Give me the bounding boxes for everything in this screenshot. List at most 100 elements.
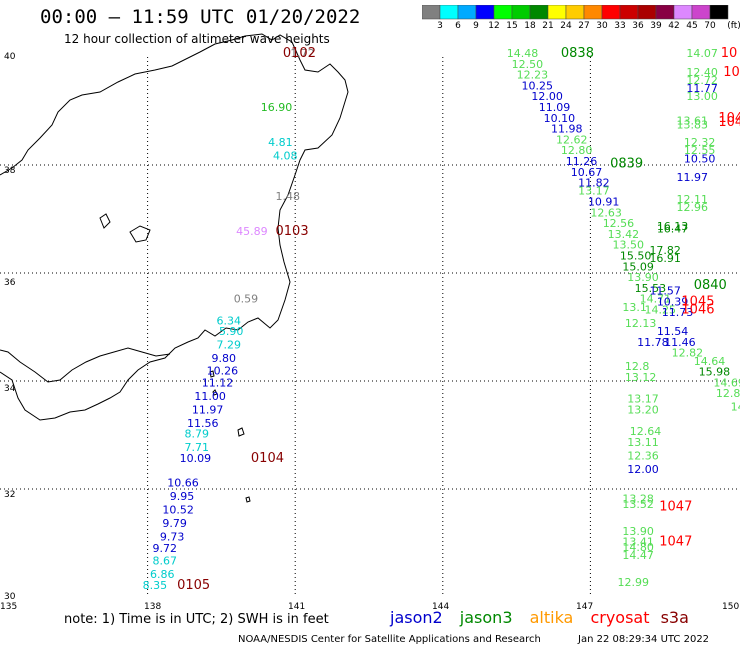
wave-height-label: 12.8 [716, 387, 740, 400]
wave-height-label: 10.91 [588, 196, 620, 209]
footer-timestamp: Jan 22 08:29:34 UTC 2022 [578, 634, 710, 645]
wave-height-label: 14.48 [507, 47, 539, 60]
wave-height-label: 0.59 [234, 293, 259, 306]
y-tick-40: 40 [4, 52, 16, 62]
x-tick-147: 147 [576, 602, 594, 612]
pass-time-label: 104 [718, 111, 740, 126]
sat-jason2: jason2 [390, 608, 443, 627]
wave-height-label: 4.81 [268, 136, 293, 149]
legend-tick-label: 30 [596, 21, 608, 31]
y-tick-34: 34 [4, 384, 16, 394]
wave-height-label: 11.97 [192, 403, 224, 416]
wave-height-label: 11.77 [686, 82, 718, 95]
wave-height-label: 13.50 [613, 239, 645, 252]
wave-height-label: 13.41 [622, 536, 654, 549]
legend-tick-label: 15 [506, 21, 518, 31]
coastline [0, 33, 349, 503]
noto-peninsula [129, 225, 151, 243]
wave-height-label: 10.66 [167, 476, 199, 489]
x-tick-141: 141 [288, 602, 306, 612]
wave-height-label: 11.82 [578, 177, 610, 190]
sat-altika: altika [529, 608, 574, 627]
wave-height-label: 14.07 [686, 47, 718, 60]
legend-tick-label: 9 [473, 21, 479, 31]
x-tick-138: 138 [144, 602, 162, 612]
legend-tick-label: 27 [578, 21, 590, 31]
wave-height-label: 14.47 [622, 549, 654, 562]
wave-height-label: 12.64 [630, 425, 662, 438]
wave-height-label: 1.48 [276, 190, 301, 203]
wave-height-label: 13.11 [627, 436, 659, 449]
wave-height-label: 13.61 [677, 115, 709, 128]
izu-islands [209, 370, 251, 503]
wave-height-label: 12.40 [686, 66, 718, 79]
wave-height-label: 8.79 [185, 428, 210, 441]
satellite-legend: jason2 jason3 altika cryosat s3a [390, 608, 701, 627]
pass-time-label: 0102 [283, 46, 316, 61]
wave-height-label: 16.90 [261, 101, 293, 114]
sat-cryosat: cryosat [590, 608, 650, 627]
wave-height-label: 13.90 [627, 271, 659, 284]
lat-lon-grid [0, 57, 738, 597]
wave-height-label: 10.67 [571, 166, 603, 179]
wave-height-label: 12.8 [625, 360, 650, 373]
wave-height-label: 7.71 [185, 441, 210, 454]
wave-height-label: 9.80 [212, 352, 237, 365]
wave-height-label: 11.73 [662, 306, 694, 319]
y-tick-38: 38 [4, 166, 16, 176]
wave-height-label: 12.11 [677, 193, 709, 206]
wave-height-label: 12.55 [684, 144, 716, 157]
sat-jason3: jason3 [459, 608, 513, 627]
wave-height-label: 12.36 [627, 449, 659, 462]
wave-height-label: 11.00 [194, 390, 226, 403]
wave-height-label: 12.00 [531, 90, 563, 103]
color-legend [422, 5, 729, 20]
wave-height-label: 13.90 [622, 525, 654, 538]
wave-height-label: 12.62 [556, 133, 588, 146]
wave-height-label: 14.71 [640, 293, 672, 306]
wave-height-label: 14.25 [645, 304, 677, 317]
wave-height-label: 45.89 [236, 225, 268, 238]
y-tick-32: 32 [4, 490, 16, 500]
page-title: 00:00 – 11:59 UTC 01/20/2022 [40, 6, 361, 28]
wave-height-label: 12.00 [627, 463, 659, 476]
legend-tick-label: 39 [650, 21, 662, 31]
wave-height-label: 15.53 [635, 282, 667, 295]
color-legend-labels: 3 6 9 12 15 18 21 24 27 30 33 36 39 42 45 70 (ft) [422, 21, 740, 33]
legend-tick-label: 36 [632, 21, 644, 31]
wave-height-label: 14 [731, 401, 740, 414]
footer-org: NOAA/NESDIS Center for Satellite Applica… [238, 634, 541, 645]
wave-height-label: 12.96 [677, 201, 709, 214]
wave-height-label: 13.17 [578, 185, 610, 198]
pass-time-label: 104 [718, 115, 740, 130]
pass-time-label: 0840 [694, 278, 727, 293]
wave-height-label: 11.56 [187, 417, 219, 430]
wave-height-label: 13.20 [627, 403, 659, 416]
wave-height-label: 9.79 [162, 517, 187, 530]
legend-tick-label: 6 [455, 21, 461, 31]
y-tick-36: 36 [4, 278, 16, 288]
wave-height-label: 17.82 [649, 244, 681, 257]
wave-height-label: 12.23 [517, 69, 549, 82]
wave-height-label: 12.63 [590, 206, 622, 219]
wave-height-label: 8.35 [143, 579, 168, 592]
wave-height-label: 15.50 [620, 250, 652, 263]
wave-height-label: 15.98 [699, 366, 731, 379]
japan-coastline-inner [0, 347, 171, 383]
page-subtitle: 12 hour collection of altimeter wave hei… [64, 32, 330, 46]
wave-height-label: 13.17 [627, 393, 659, 406]
wave-height-label: 10.50 [684, 152, 716, 165]
pass-time-label: 1046 [681, 303, 714, 318]
wave-height-label: 11.09 [539, 101, 571, 114]
legend-tick-label: 12 [488, 21, 500, 31]
wave-height-label: 15.09 [622, 260, 654, 273]
wave-height-label: 10.10 [544, 112, 576, 125]
legend-tick-label: 18 [524, 21, 536, 31]
wave-height-label: 16.13 [657, 220, 689, 233]
wave-height-label: 11.97 [677, 171, 709, 184]
legend-tick-label: 42 [668, 21, 680, 31]
wave-height-label: 12.13 [625, 317, 657, 330]
wave-height-label: 4.08 [273, 150, 298, 163]
wave-height-label: 6.34 [216, 314, 241, 327]
